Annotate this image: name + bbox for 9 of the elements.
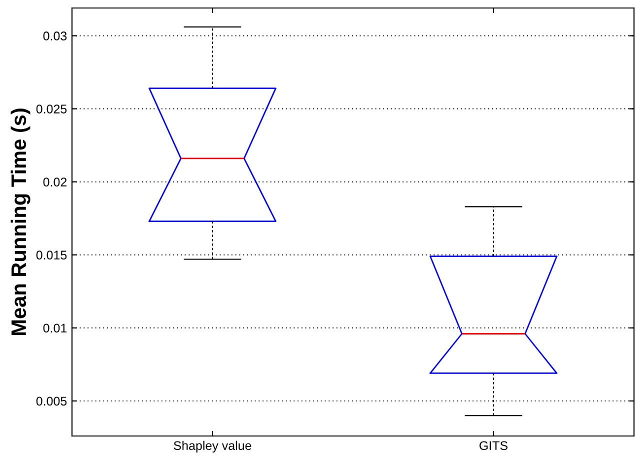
x-tick-label: GITS [480, 441, 508, 450]
y-tick-label: 0.005 [36, 396, 67, 406]
y-tick-label: 0.02 [43, 178, 67, 186]
y-tick-label: 0.015 [36, 250, 67, 260]
y-tick-label: 0.025 [36, 104, 67, 114]
x-tick-label: Shapley value [174, 440, 252, 453]
y-axis-title: Mean Running Time (s) [10, 108, 30, 335]
y-tick-label: 0.01 [43, 324, 67, 333]
y-tick-label: 0.03 [43, 32, 67, 40]
